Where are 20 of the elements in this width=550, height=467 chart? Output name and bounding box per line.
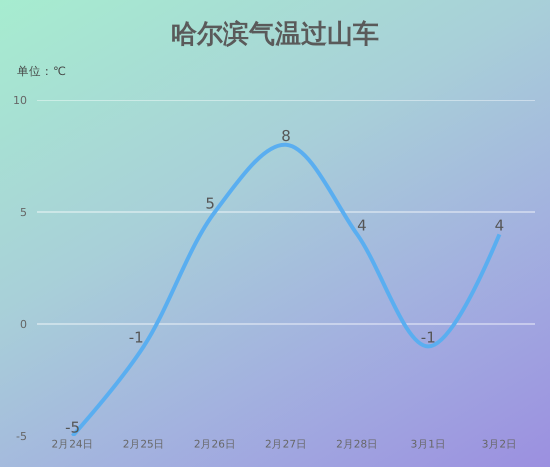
y-tick-label: -5	[16, 430, 27, 443]
x-tick-label: 2月25日	[122, 438, 165, 450]
y-tick-label: 10	[13, 94, 27, 107]
x-tick-label: 2月28日	[336, 438, 378, 450]
data-label: -1	[128, 328, 144, 347]
y-tick-label: 5	[20, 206, 27, 219]
x-tick-label: 2月27日	[264, 438, 308, 450]
x-tick-label: 2月26日	[194, 438, 236, 450]
data-label: 4	[357, 216, 367, 235]
y-axis-title: 单位：℃	[17, 64, 66, 78]
chart-title: 哈尔滨气温过山车	[171, 19, 379, 50]
y-tick-label: 0	[20, 318, 27, 331]
data-label: 8	[281, 127, 291, 146]
data-label: -5	[65, 418, 80, 436]
data-label: 5	[205, 194, 215, 212]
x-tick-label: 3月1日	[410, 438, 446, 450]
data-label: 4	[494, 216, 504, 235]
x-tick-label: 2月24日	[52, 438, 94, 450]
data-label: -1	[420, 328, 436, 347]
x-tick-label: 3月2日	[482, 438, 518, 450]
